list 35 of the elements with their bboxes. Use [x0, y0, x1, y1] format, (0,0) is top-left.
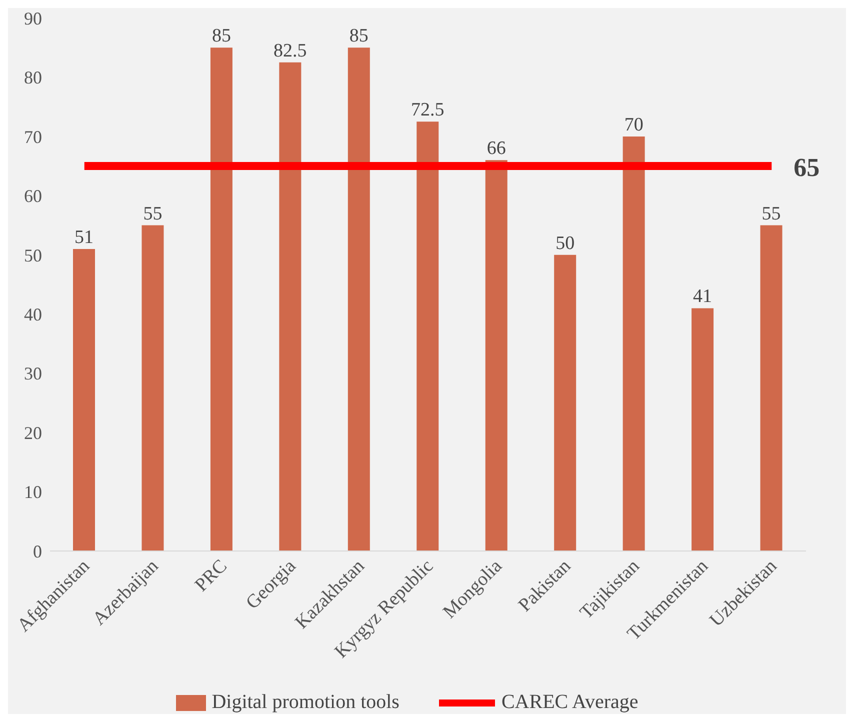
- y-tick-label: 50: [24, 245, 42, 266]
- data-label: 55: [762, 203, 781, 224]
- data-label: 72.5: [411, 100, 444, 121]
- y-tick-label: 30: [24, 364, 42, 384]
- bar: [554, 254, 576, 551]
- data-label: 70: [624, 114, 644, 136]
- bar: [760, 225, 782, 551]
- y-tick-label: 10: [24, 482, 42, 502]
- legend-label: CAREC Average: [501, 691, 638, 714]
- data-label: 85: [212, 26, 231, 47]
- legend-label: Digital promotion tools: [212, 691, 400, 714]
- y-tick-label: 70: [24, 126, 42, 147]
- data-label: 41: [693, 286, 712, 308]
- y-tick-label: 60: [24, 186, 42, 206]
- bar: [210, 48, 232, 551]
- bar: [73, 248, 95, 551]
- data-label: 65: [794, 153, 820, 182]
- data-label: 85: [349, 26, 368, 47]
- bar: [416, 122, 439, 551]
- y-tick-label: 90: [24, 8, 42, 28]
- bar: [485, 160, 508, 551]
- bar: [279, 62, 302, 551]
- y-tick-label: 0: [33, 541, 42, 562]
- data-label: 51: [74, 226, 94, 248]
- bar: [692, 308, 714, 551]
- data-label: 82.5: [274, 40, 307, 62]
- data-label: 55: [143, 203, 162, 224]
- bar: [348, 48, 370, 551]
- bar: [622, 136, 645, 551]
- data-label: 66: [486, 138, 506, 160]
- bar: [142, 225, 164, 551]
- y-tick-label: 20: [24, 422, 42, 443]
- y-tick-label: 40: [24, 304, 42, 324]
- data-label: 50: [556, 232, 575, 254]
- y-tick-label: 80: [24, 68, 42, 88]
